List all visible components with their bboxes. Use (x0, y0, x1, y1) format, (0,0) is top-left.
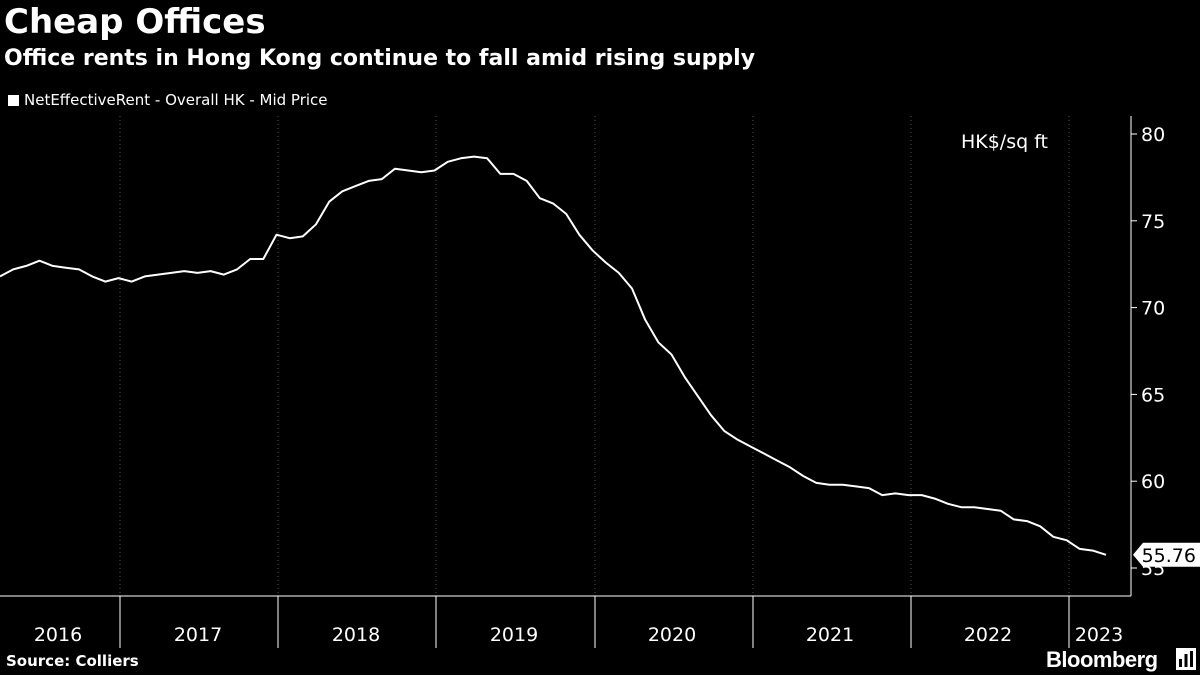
last-value-label: 55.76 (1142, 545, 1196, 567)
y-tick-label: 65 (1141, 384, 1165, 406)
source-note: Source: Colliers (6, 652, 139, 670)
x-tick-label: 2016 (34, 624, 82, 646)
y-tick-label: 60 (1141, 471, 1165, 493)
x-tick-label: 2017 (174, 624, 222, 646)
x-tick-label: 2021 (806, 624, 854, 646)
x-tick-label: 2020 (648, 624, 696, 646)
legend-swatch (8, 94, 19, 106)
chart-subtitle: Office rents in Hong Kong continue to fa… (4, 46, 756, 71)
last-value-box (1133, 542, 1200, 567)
y-tick-label: 75 (1141, 211, 1165, 233)
y-tick-label: 70 (1141, 298, 1165, 320)
legend-label: NetEffectiveRent - Overall HK - Mid Pric… (24, 91, 328, 109)
x-tick-label: 2019 (490, 624, 538, 646)
unit-label: HK$/sq ft (961, 131, 1048, 153)
x-tick-label: 2022 (964, 624, 1012, 646)
bloomberg-logo: Bloomberg (1046, 647, 1158, 672)
y-tick-label: 80 (1141, 124, 1165, 146)
chart-title: Cheap Offices (4, 2, 266, 42)
series-line (0, 155, 1107, 556)
x-tick-label: 2023 (1075, 624, 1123, 646)
legend: NetEffectiveRent - Overall HK - Mid Pric… (8, 90, 328, 110)
bloomberg-chart-icon (1176, 648, 1196, 670)
x-tick-label: 2018 (332, 624, 380, 646)
last-value-callout: 55.76 (1133, 542, 1200, 567)
